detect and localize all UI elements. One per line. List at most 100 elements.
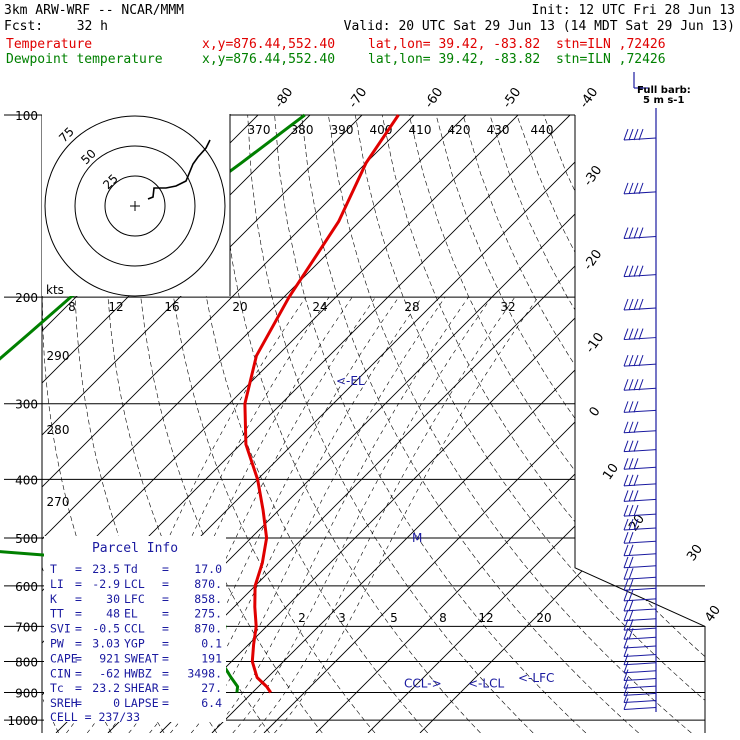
mixing-ratio-label: 8 <box>439 611 447 625</box>
wind-barb-flag <box>628 298 634 311</box>
wind-barb-flag <box>623 532 629 544</box>
temperature-tick-label: -30 <box>581 163 605 189</box>
dry-adiabat <box>220 115 481 733</box>
wind-barb-flag <box>638 227 644 239</box>
mixing-ratio-label: 8 <box>68 300 76 314</box>
theta-e-label: 420 <box>448 123 471 137</box>
wind-barb-flag <box>623 568 629 580</box>
moist-adiabat <box>149 297 399 733</box>
wind-barb-flag <box>628 568 634 580</box>
theta-e-label: 410 <box>409 123 432 137</box>
wind-barb <box>623 700 657 704</box>
init-time: Init: 12 UTC Fri 28 Jun 13 <box>532 3 736 18</box>
parcel-info-cell: = <box>162 681 169 695</box>
wind-barb-flag <box>628 458 634 470</box>
wind-barb-flag <box>623 440 629 452</box>
parcel-info-cell: = <box>75 577 82 591</box>
parcel-info-cell: 27. <box>201 681 222 695</box>
wind-barb-flag <box>633 128 639 141</box>
wind-barb-flag <box>633 182 639 195</box>
parcel-info-cell: = <box>162 651 169 665</box>
wind-barb-flag <box>628 609 634 621</box>
dry-adiabat <box>381 115 705 733</box>
wind-barb-flag <box>623 182 629 195</box>
parcel-info-cell: = <box>75 696 82 710</box>
wind-barb-flag <box>623 458 629 470</box>
dry-adiabat <box>328 115 692 733</box>
parcel-info-title: Parcel Info <box>92 541 178 556</box>
mixing-ratio-label: 32 <box>500 300 515 314</box>
isotherm <box>315 115 705 733</box>
parcel-info-cell: = <box>75 622 82 636</box>
wind-barb-flag <box>633 354 639 367</box>
isotherm <box>159 115 705 733</box>
parcel-info-cell: PW <box>50 637 64 651</box>
wind-barb-flag <box>633 265 639 277</box>
wind-barb <box>623 685 657 689</box>
theta-e-label: 380 <box>291 123 314 137</box>
wind-barb-flag <box>623 589 629 601</box>
parcel-info-cell: HWBZ <box>124 666 152 680</box>
wind-barb-flag <box>623 227 629 239</box>
wind-barb-flag <box>628 401 634 413</box>
parcel-info-cell: -2.9 <box>92 577 120 591</box>
theta-label: 270 <box>47 495 70 509</box>
parcel-info-cell: T <box>50 562 57 576</box>
temperature-latlon: lat,lon= 39.42, -83.82 <box>368 37 540 52</box>
hodograph-trace <box>147 139 211 200</box>
barb-legend-value: 5 m s-1 <box>643 95 684 106</box>
wind-barb-flag <box>628 628 634 640</box>
wind-barb-flag <box>628 532 634 544</box>
mixing-ratio-label: 3 <box>338 611 346 625</box>
parcel-info-cell: 3498. <box>187 666 222 680</box>
parcel-info-cell: 30 <box>106 592 120 606</box>
temperature-tick-label: -80 <box>272 85 296 111</box>
wind-barb-flag <box>633 421 639 433</box>
dry-adiabat <box>301 115 639 733</box>
wind-barb-flag <box>628 504 634 517</box>
parcel-info-cell: EL <box>124 607 138 621</box>
theta-label: 290 <box>47 349 70 363</box>
moist-adiabat <box>232 297 492 733</box>
isotherm <box>42 115 467 733</box>
parcel-info-cell: 3.03 <box>92 637 120 651</box>
wind-barb-flag <box>623 628 629 640</box>
temperature-tick-label: -20 <box>581 247 605 273</box>
hodograph-ring <box>74 145 196 267</box>
wind-barb-flag <box>623 669 629 681</box>
parcel-info-cell: CIN <box>50 666 71 680</box>
wind-barb-flag <box>628 474 634 487</box>
wind-barb <box>623 654 657 658</box>
wind-barb-flag <box>628 518 634 531</box>
moist-adiabat <box>211 297 469 733</box>
parcel-info-cell: -62 <box>99 666 120 680</box>
parcel-info-cell: 48 <box>106 607 120 621</box>
wind-barb-flag <box>623 504 629 517</box>
parcel-info-cell: = <box>162 562 169 576</box>
wind-barb-flag <box>628 440 634 452</box>
ccl-annotation: CCL-> <box>404 677 442 691</box>
dewpoint-stn: stn=ILN ,72426 <box>556 52 666 67</box>
parcel-info-cell: -0.5 <box>92 622 120 636</box>
wind-barb-flag <box>628 128 634 141</box>
wind-barb-flag <box>623 698 629 710</box>
pressure-label: 700 <box>15 620 38 634</box>
wind-barb-flag <box>628 599 634 612</box>
wind-barb-flag <box>623 645 629 657</box>
parcel-info-cell: = <box>162 607 169 621</box>
wind-barb-flag <box>638 128 644 141</box>
dry-adiabat <box>489 115 705 733</box>
wind-barb-flag <box>623 128 629 141</box>
theta-e-label: 370 <box>248 123 271 137</box>
moist-adiabat <box>190 297 446 733</box>
theta-e-label: 430 <box>487 123 510 137</box>
dry-adiabat <box>355 115 705 733</box>
dry-adiabat <box>435 115 705 733</box>
wind-barb-flag <box>633 227 639 239</box>
m-annotation: M <box>412 531 422 545</box>
wind-barb-flag <box>633 328 639 340</box>
wind-barb-flag <box>628 421 634 433</box>
wind-barb <box>623 678 657 682</box>
temperature-tick-label: 40 <box>702 603 724 625</box>
parcel-info-cell: SREH <box>50 696 78 710</box>
